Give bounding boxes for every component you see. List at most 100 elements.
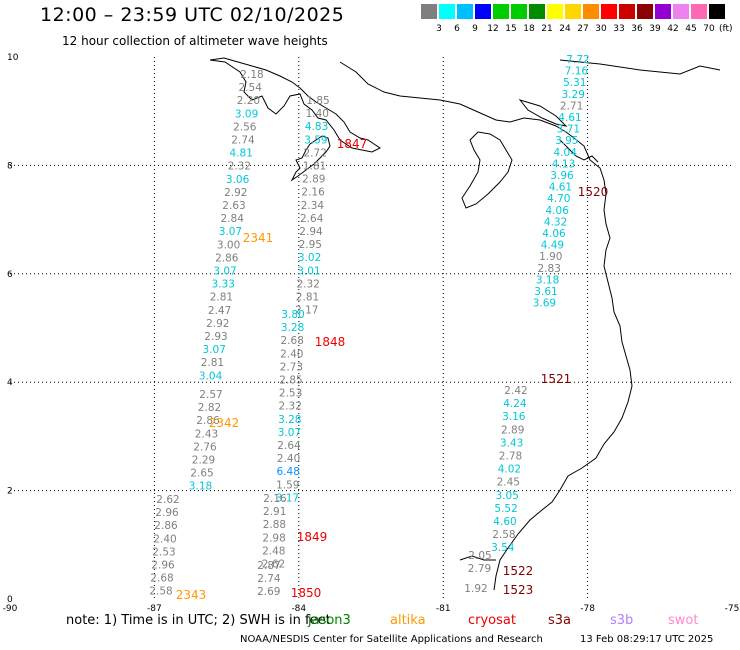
wave-height-value: 3.28 (278, 414, 301, 426)
scale-swatch (565, 4, 581, 19)
wave-height-value: 4.06 (542, 228, 566, 240)
scale-swatch (439, 4, 455, 19)
wave-height-value: 2.32 (228, 161, 251, 173)
wave-height-value: 4.04 (554, 147, 578, 159)
scale-swatch (547, 4, 563, 19)
wave-height-value: 3.07 (213, 266, 236, 278)
wave-height-value: 4.61 (549, 182, 572, 194)
scale-label: 9 (472, 24, 478, 34)
wave-height-value: 2.68 (281, 335, 304, 347)
wave-height-value: 2.62 (156, 494, 179, 506)
scale-label: 24 (559, 24, 571, 34)
wave-height-value: 3.16 (502, 411, 526, 423)
wave-height-value: 2.86 (215, 252, 239, 264)
wave-height-value: 1.81 (303, 161, 326, 173)
wave-height-value: 2.84 (221, 213, 245, 225)
orbit-number-label: 2343 (176, 588, 207, 602)
great-lakes-shore (209, 57, 381, 153)
lat-lon-grid (10, 57, 732, 599)
wave-height-value: 7.16 (565, 66, 589, 78)
wave-height-value: 2.68 (150, 573, 173, 585)
scale-swatch (529, 4, 545, 19)
wave-height-value: 3.18 (189, 481, 212, 493)
x-tick-label: -75 (725, 604, 740, 614)
southern-coast (459, 555, 496, 561)
wave-height-value: 2.87 (257, 560, 280, 572)
legend-item-s3b: s3b (610, 613, 634, 628)
wave-height-value: 3.07 (219, 226, 242, 238)
wave-height-value: 2.16 (301, 187, 325, 199)
wave-height-value: 3.43 (500, 437, 523, 449)
wave-height-value: 2.86 (196, 415, 220, 427)
wave-height-value: 4.81 (230, 148, 253, 160)
wave-height-value: 2.81 (210, 292, 233, 304)
wave-height-value: 1.85 (306, 95, 329, 107)
wave-height-value: 4.61 (558, 112, 581, 124)
wave-height-value: 7.72 (566, 54, 589, 66)
scale-swatch (655, 4, 671, 19)
wave-height-value: 1.59 (276, 479, 299, 491)
orbit-number-label: 1522 (503, 564, 534, 578)
legend-item-cryosat: cryosat (468, 613, 516, 628)
wave-height-value: 2.17 (295, 305, 318, 317)
bay (559, 139, 599, 163)
wave-height-value: 2.32 (279, 401, 302, 413)
scale-swatch (673, 4, 689, 19)
wave-height-value: 2.20 (237, 95, 260, 107)
wave-height-value: 3.00 (217, 239, 240, 251)
scale-label: 27 (577, 24, 589, 34)
wave-height-value: 2.40 (153, 533, 176, 545)
wave-height-value: 2.94 (299, 226, 323, 238)
orbit-number-label: 1520 (578, 185, 609, 199)
wave-height-value: 2.58 (492, 529, 515, 541)
page-title: 12:00 – 23:59 UTC 02/10/2025 (40, 4, 345, 26)
scale-swatch (637, 4, 653, 19)
scale-label: 33 (613, 24, 625, 34)
wave-height-value: 2.73 (280, 361, 303, 373)
wave-height-value: 2.82 (198, 402, 221, 414)
wave-height-value: 3.01 (297, 265, 320, 277)
wave-height-value: 2.16 (263, 493, 287, 505)
wave-height-value: 2.56 (233, 121, 257, 133)
wave-height-value: 3.29 (562, 89, 585, 101)
wave-height-value: 2.47 (208, 305, 231, 317)
timestamp-text: 13 Feb 08:29:17 UTC 2025 (580, 634, 714, 645)
wave-height-value: 3.33 (212, 279, 235, 291)
wave-height-value: 5.31 (563, 77, 586, 89)
wave-height-value: 4.83 (305, 121, 328, 133)
wave-height-value: 2.29 (192, 455, 215, 467)
wave-height-value: 2.81 (201, 357, 224, 369)
scale-label: 18 (523, 24, 535, 34)
wave-height-value: 2.40 (277, 453, 300, 465)
wave-height-value: 2.85 (279, 375, 302, 387)
scale-label: 70 (703, 24, 715, 34)
wave-height-value: 2.76 (193, 441, 217, 453)
wave-height-value: 2.45 (497, 477, 520, 489)
orbit-number-label: 1849 (297, 530, 328, 544)
credit-text: NOAA/NESDIS Center for Satellite Applica… (240, 634, 543, 645)
wave-height-value: 4.32 (544, 216, 567, 228)
wave-height-value: 1.40 (306, 108, 329, 120)
wave-height-value: 2.98 (262, 532, 285, 544)
note-text: note: 1) Time is in UTC; 2) SWH is in fe… (66, 613, 331, 628)
orbit-number-label: 1850 (291, 586, 322, 600)
wave-height-value: 3.17 (276, 492, 299, 504)
wave-height-value: 2.72 (304, 147, 327, 159)
scale-unit: (ft) (719, 24, 733, 34)
wave-height-value: 2.88 (263, 519, 286, 531)
wave-height-value: 4.70 (547, 193, 570, 205)
wave-height-value: 3.61 (534, 286, 557, 298)
wave-height-value: 2.74 (257, 573, 281, 585)
wave-height-value: 3.95 (555, 135, 578, 147)
inland-lake-1 (461, 131, 513, 209)
wave-height-value: 2.58 (149, 586, 172, 598)
wave-height-value: 2.40 (280, 348, 303, 360)
wave-height-value: 4.24 (503, 398, 527, 410)
wave-height-value: 5.52 (494, 503, 517, 515)
legend-item-swot: swot (668, 613, 699, 628)
wave-height-value: 2.53 (152, 546, 175, 558)
scale-swatch (511, 4, 527, 19)
y-tick-label: 10 (7, 53, 19, 63)
wave-height-value: 3.59 (304, 134, 327, 146)
x-tick-label: -81 (436, 604, 451, 614)
